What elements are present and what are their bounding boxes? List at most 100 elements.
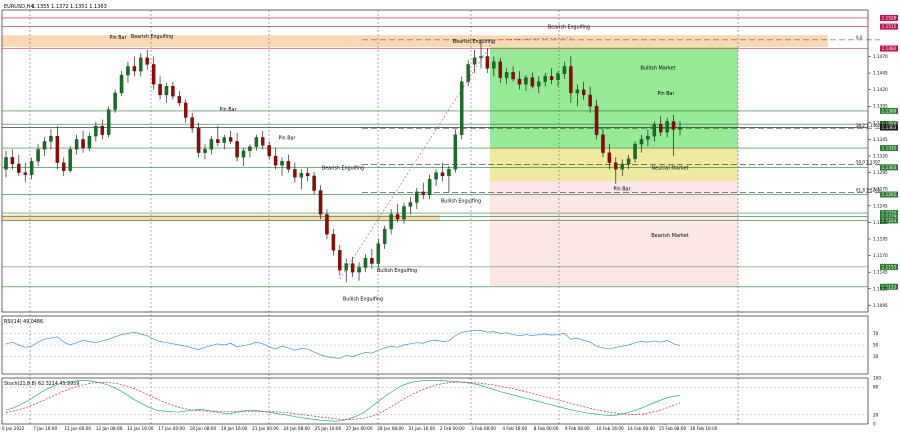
candle-body-75 <box>485 56 490 69</box>
candle-body-15 <box>100 126 105 135</box>
price-panel-frame <box>1 9 869 313</box>
chart-symbol: EURUSD,H4 <box>4 4 34 10</box>
xtick-label-20: 14 Feb 00:00 <box>627 426 655 431</box>
candle-body-31 <box>203 149 207 153</box>
candle-body-92 <box>594 106 599 135</box>
candle-body-22 <box>145 57 149 65</box>
zone-2 <box>490 181 738 287</box>
level-tag-label-12: 1.1153 <box>882 264 897 269</box>
stoch-frame <box>1 377 869 425</box>
xtick-label-11: 27 Jan 00:00 <box>346 426 373 431</box>
candle-body-32 <box>209 139 214 150</box>
market-zones: Bullish Market Neutral Market Bearish Mark… <box>2 35 828 287</box>
candle-body-70 <box>453 134 458 170</box>
candle-body-39 <box>254 137 259 147</box>
candle-body-102 <box>658 124 663 133</box>
candle-body-56 <box>363 258 368 268</box>
candle-body-53 <box>344 263 348 271</box>
candle-body-2 <box>17 163 21 173</box>
candle-body-29 <box>190 117 194 129</box>
xtick-label-9: 24 Jan 08:00 <box>283 426 310 431</box>
candle-body-48 <box>312 175 316 191</box>
candle-body-74 <box>479 56 483 58</box>
xtick-label-16: 4 Feb 16:00 <box>502 426 527 431</box>
level-tag-label-11: 1.1223 <box>882 218 897 223</box>
level-tag-11 <box>880 217 898 224</box>
ytick-label-11: 1.1195 <box>873 236 888 241</box>
xtick-label-14: 2 Feb 00:00 <box>440 426 465 431</box>
candle-body-0 <box>4 157 8 170</box>
level-tag-13 <box>880 283 898 290</box>
candle-body-26 <box>171 86 175 97</box>
ytick-label-13: 1.1145 <box>873 270 888 275</box>
candle-body-12 <box>81 139 85 149</box>
candle-body-35 <box>228 137 233 142</box>
candle-body-77 <box>498 61 503 78</box>
rsi-level-label-0: 70 <box>873 331 879 336</box>
candle-body-45 <box>293 169 297 178</box>
annotation-4: Bearish Engulfing <box>322 165 364 171</box>
annotation-2: Pin Bar <box>220 107 237 113</box>
ytick-label-7: 1.1295 <box>873 170 888 175</box>
candle-body-21 <box>139 57 143 72</box>
candle-body-27 <box>177 96 182 104</box>
level-lines: 1.15281.15151.14821.13881.13681.13631.13… <box>2 14 898 290</box>
candle-body-89 <box>575 89 580 94</box>
ytick-label-9: 1.1245 <box>873 203 888 208</box>
candle-body-54 <box>350 263 355 273</box>
candle-body-28 <box>183 102 188 118</box>
level-tag-label-0: 1.1528 <box>882 16 897 21</box>
pattern-annotations: Pin Bar Bearish Engulfing Pin Bar Pin Bar Be… <box>110 25 675 303</box>
candle-body-58 <box>376 243 381 264</box>
stoch-level-label-2: 20 <box>873 412 879 417</box>
xtick-label-0: 6 Jan 2022 <box>2 426 25 431</box>
candle-body-63 <box>408 202 413 207</box>
fib-label-2: 50.0 1.1307 <box>856 160 881 165</box>
candle-body-25 <box>164 86 169 96</box>
candle-body-57 <box>370 258 374 264</box>
level-tag-3 <box>880 107 898 114</box>
stoch-signal-line <box>5 381 681 420</box>
xtick-label-13: 31 Jan 16:00 <box>409 426 436 431</box>
zone-0 <box>490 39 738 149</box>
candle-body-43 <box>280 161 284 166</box>
xtick-label-5: 17 Jan 00:00 <box>158 426 185 431</box>
xtick-label-6: 18 Jan 08:00 <box>190 426 217 431</box>
level-tag-9 <box>880 210 898 217</box>
stoch-main-line <box>5 379 681 422</box>
zone-label-neutral: Neutral Market <box>651 165 688 171</box>
level-tag-label-10: 1.1229 <box>882 214 897 219</box>
candle-body-64 <box>415 191 419 203</box>
candle-body-84 <box>543 76 547 82</box>
ytick-label-6: 1.1320 <box>873 154 888 159</box>
candle-body-18 <box>119 74 124 94</box>
vertical-grid <box>1 9 869 425</box>
level-tag-6 <box>880 145 898 152</box>
xtick-label-18: 9 Feb 08:00 <box>565 426 590 431</box>
level-tag-1 <box>880 23 898 30</box>
candle-body-91 <box>588 94 592 107</box>
candle-body-44 <box>286 161 291 170</box>
candle-body-4 <box>29 161 34 175</box>
stoch-level-label-1: 80 <box>873 385 879 390</box>
annotation-9: Bearish Engulfing <box>548 25 590 31</box>
xtick-label-15: 3 Feb 08:00 <box>471 426 496 431</box>
level-tag-0 <box>880 14 898 21</box>
candle-body-90 <box>581 89 586 96</box>
candle-body-24 <box>158 84 162 96</box>
candle-body-65 <box>421 191 425 195</box>
rsi-panel: RSI(14) 49.0486 70 50 30 <box>1 315 879 375</box>
candle-body-82 <box>530 77 535 87</box>
candle-body-62 <box>402 206 406 220</box>
ytick-label-2: 1.1420 <box>873 87 888 92</box>
ytick-label-14: 1.1120 <box>873 286 888 291</box>
ytick-label-1: 1.1445 <box>873 71 888 76</box>
candle-body-103 <box>665 121 669 133</box>
xtick-label-1: 7 Jan 16:00 <box>33 426 57 431</box>
candlesticks <box>4 39 682 283</box>
candle-body-11 <box>74 139 79 150</box>
annotation-8: Bearish Engulfing <box>453 39 495 45</box>
fib-label-1: 38.2 1.1362 <box>856 123 881 128</box>
level-tag-label-1: 1.1515 <box>882 24 897 29</box>
